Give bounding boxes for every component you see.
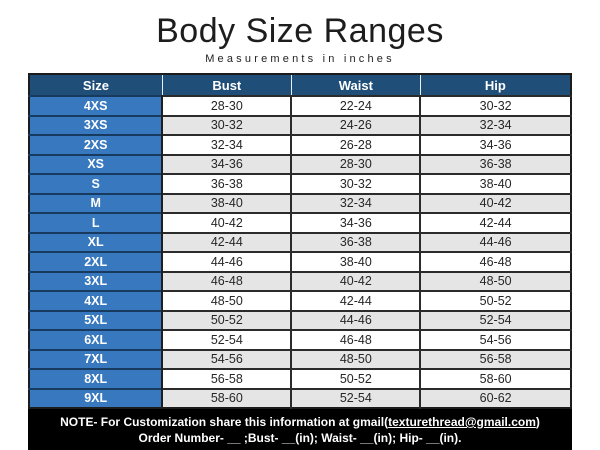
waist-cell: 34-36	[290, 212, 421, 233]
table-row: 2XL 44-46 38-40 46-48	[29, 251, 571, 272]
table-row: 7XL 54-56 48-50 56-58	[29, 348, 571, 369]
size-cell: 3XS	[29, 114, 164, 135]
size-cell: 6XL	[29, 329, 164, 350]
table-row: 4XS 28-30 22-24 30-32	[29, 95, 571, 116]
column-header-size: Size	[29, 74, 163, 97]
bust-cell: 46-48	[162, 270, 292, 291]
size-cell: 5XL	[29, 309, 164, 330]
hip-cell: 40-42	[419, 192, 571, 213]
waist-cell: 44-46	[290, 309, 421, 330]
bust-cell: 28-30	[162, 95, 292, 116]
waist-cell: 40-42	[290, 270, 421, 291]
hip-cell: 30-32	[419, 95, 571, 116]
size-cell: 2XL	[29, 251, 164, 272]
email-link[interactable]: texturethread@gmail.com	[388, 415, 536, 429]
size-cell: XL	[29, 231, 164, 252]
waist-cell: 36-38	[290, 231, 421, 252]
column-header-bust: Bust	[162, 74, 292, 97]
waist-cell: 48-50	[290, 348, 421, 369]
table-row: XS 34-36 28-30 36-38	[29, 153, 571, 174]
bust-cell: 34-36	[162, 153, 292, 174]
size-cell: 7XL	[29, 348, 164, 369]
size-chart-table: Size Bust Waist Hip 4XS 28-30 22-24 30-32 3X…	[28, 73, 572, 409]
hip-cell: 48-50	[419, 270, 571, 291]
bust-cell: 40-42	[162, 212, 292, 233]
bust-cell: 58-60	[162, 387, 292, 408]
table-body: 4XS 28-30 22-24 30-32 3XS 30-32 24-26 32-34 2XS 3…	[29, 95, 571, 408]
footer-note-bar: NOTE- For Customization share this infor…	[28, 409, 572, 450]
order-format-line: Order Number- __ ;Bust- __(in); Waist- _…	[138, 431, 462, 445]
waist-cell: 22-24	[290, 95, 421, 116]
waist-cell: 30-32	[290, 173, 421, 194]
hip-cell: 38-40	[419, 173, 571, 194]
column-header-hip: Hip	[420, 74, 571, 97]
table-row: 6XL 52-54 46-48 54-56	[29, 329, 571, 350]
waist-cell: 42-44	[290, 290, 421, 311]
bust-cell: 30-32	[162, 114, 292, 135]
waist-cell: 28-30	[290, 153, 421, 174]
table-row: L 40-42 34-36 42-44	[29, 212, 571, 233]
size-cell: XS	[29, 153, 164, 174]
table-row: 9XL 58-60 52-54 60-62	[29, 387, 571, 408]
size-cell: 8XL	[29, 368, 164, 389]
note-text-suffix: )	[535, 415, 540, 429]
hip-cell: 58-60	[419, 368, 571, 389]
customization-note: NOTE- For Customization share this infor…	[60, 414, 540, 430]
page-subtitle: Measurements in inches	[205, 53, 395, 65]
size-cell: 9XL	[29, 387, 164, 408]
table-row: 2XS 32-34 26-28 34-36	[29, 134, 571, 155]
bust-cell: 48-50	[162, 290, 292, 311]
waist-cell: 24-26	[290, 114, 421, 135]
waist-cell: 32-34	[290, 192, 421, 213]
size-cell: M	[29, 192, 164, 213]
bust-cell: 38-40	[162, 192, 292, 213]
size-cell: 3XL	[29, 270, 164, 291]
table-row: 4XL 48-50 42-44 50-52	[29, 290, 571, 311]
hip-cell: 52-54	[419, 309, 571, 330]
table-header-row: Size Bust Waist Hip	[29, 74, 571, 97]
hip-cell: 56-58	[419, 348, 571, 369]
hip-cell: 50-52	[419, 290, 571, 311]
page-title: Body Size Ranges	[156, 12, 444, 50]
size-cell: S	[29, 173, 164, 194]
table-row: 3XS 30-32 24-26 32-34	[29, 114, 571, 135]
bust-cell: 52-54	[162, 329, 292, 350]
hip-cell: 46-48	[419, 251, 571, 272]
waist-cell: 38-40	[290, 251, 421, 272]
hip-cell: 60-62	[419, 387, 571, 408]
size-cell: 4XL	[29, 290, 164, 311]
bust-cell: 32-34	[162, 134, 292, 155]
hip-cell: 44-46	[419, 231, 571, 252]
size-cell: L	[29, 212, 164, 233]
waist-cell: 50-52	[290, 368, 421, 389]
hip-cell: 32-34	[419, 114, 571, 135]
table-row: 5XL 50-52 44-46 52-54	[29, 309, 571, 330]
bust-cell: 42-44	[162, 231, 292, 252]
bust-cell: 36-38	[162, 173, 292, 194]
waist-cell: 26-28	[290, 134, 421, 155]
hip-cell: 34-36	[419, 134, 571, 155]
size-cell: 2XS	[29, 134, 164, 155]
bust-cell: 44-46	[162, 251, 292, 272]
table-row: M 38-40 32-34 40-42	[29, 192, 571, 213]
hip-cell: 42-44	[419, 212, 571, 233]
bust-cell: 50-52	[162, 309, 292, 330]
waist-cell: 52-54	[290, 387, 421, 408]
bust-cell: 56-58	[162, 368, 292, 389]
table-row: S 36-38 30-32 38-40	[29, 173, 571, 194]
table-row: 3XL 46-48 40-42 48-50	[29, 270, 571, 291]
bust-cell: 54-56	[162, 348, 292, 369]
table-row: 8XL 56-58 50-52 58-60	[29, 368, 571, 389]
column-header-waist: Waist	[291, 74, 421, 97]
table-row: XL 42-44 36-38 44-46	[29, 231, 571, 252]
hip-cell: 54-56	[419, 329, 571, 350]
hip-cell: 36-38	[419, 153, 571, 174]
size-cell: 4XS	[29, 95, 164, 116]
waist-cell: 46-48	[290, 329, 421, 350]
note-text-prefix: NOTE- For Customization share this infor…	[60, 415, 389, 429]
